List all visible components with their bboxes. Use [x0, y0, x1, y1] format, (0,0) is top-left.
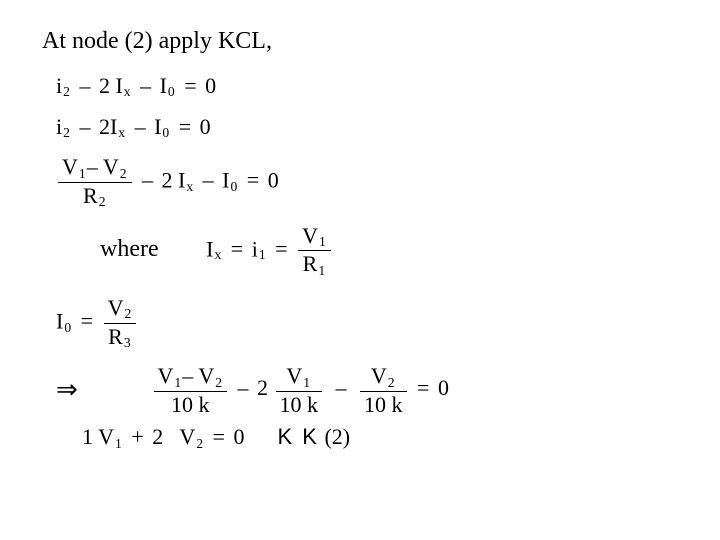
sub-1: 1 — [114, 436, 123, 451]
eq-final: 1 V1 + 2 V2 = 0 K K (2) — [82, 424, 720, 451]
sub-1: 1 — [78, 166, 87, 181]
sub-2: 2 — [119, 166, 128, 181]
sub-0: 0 — [161, 125, 170, 140]
var-V: V — [158, 363, 174, 388]
op-eq: = — [210, 424, 228, 449]
sub-2: 2 — [214, 375, 223, 390]
var-V: V — [371, 363, 387, 388]
eq-line-2: i2 – 2Ix – I0 = 0 — [56, 114, 720, 141]
coef-2: 2 — [257, 375, 268, 400]
sub-2: 2 — [98, 194, 107, 209]
num-0: 0 — [438, 375, 449, 400]
sub-x: x — [117, 125, 126, 140]
coef-2: 2 — [99, 73, 110, 98]
var-V: V — [302, 223, 318, 248]
sub-x: x — [185, 179, 194, 194]
frac-c: V2 10 k — [360, 364, 407, 416]
eq-i0: I0 = V2 R3 — [56, 296, 720, 350]
op-minus: – — [139, 167, 156, 192]
heading: At node (2) apply KCL, — [42, 28, 720, 55]
coef-1: 1 — [82, 424, 93, 449]
implies-icon: ⇒ — [56, 375, 146, 405]
op-minus: – — [132, 114, 149, 139]
op-minus: – — [330, 375, 353, 400]
op-eq: = — [414, 375, 432, 400]
sub-1: 1 — [302, 375, 311, 390]
var-R: R — [108, 324, 123, 349]
op-plus: + — [128, 424, 146, 449]
num-0: 0 — [205, 73, 216, 98]
var-i: i — [252, 236, 258, 261]
var-V: V — [179, 424, 195, 449]
sub-1: 1 — [258, 247, 267, 262]
frac-v1v2-r2: V1– V2 R2 — [58, 155, 132, 209]
var-V: V — [98, 424, 114, 449]
sub-2: 2 — [123, 306, 132, 321]
coef-2: 2 — [99, 114, 110, 139]
eq-line-1: i2 – 2 Ix – I0 = 0 — [56, 73, 720, 100]
sub-2: 2 — [62, 125, 71, 140]
op-eq: = — [78, 308, 96, 333]
slide: At node (2) apply KCL, i2 – 2 Ix – I0 = … — [0, 0, 720, 540]
coef-2: 2 — [152, 424, 163, 449]
frac-v1-r1: V1 R1 — [298, 224, 331, 278]
coef-2: 2 — [162, 167, 173, 192]
op-minus: – — [182, 363, 193, 388]
op-minus: – — [76, 114, 93, 139]
frac-b: V1 10 k — [276, 364, 323, 416]
op-minus: – — [200, 167, 217, 192]
sub-3: 3 — [123, 335, 132, 350]
where-label: where — [100, 236, 159, 262]
eq-where: where Ix = i1 = V1 R1 — [100, 224, 720, 278]
sub-0: 0 — [63, 320, 72, 335]
den-10k: 10 k — [276, 392, 323, 416]
sub-1: 1 — [317, 263, 326, 278]
num-0: 0 — [268, 167, 279, 192]
op-eq: = — [181, 73, 199, 98]
eq-line-3: V1– V2 R2 – 2 Ix – I0 = 0 — [56, 155, 720, 209]
kk-label: K K — [277, 424, 318, 449]
frac-a: V1– V2 10 k — [154, 364, 228, 416]
eq-number: (2) — [324, 424, 350, 449]
var-V: V — [62, 154, 78, 179]
num-0: 0 — [233, 424, 244, 449]
op-eq: = — [244, 167, 262, 192]
sub-2: 2 — [195, 436, 204, 451]
var-V: V — [198, 363, 214, 388]
var-I: I — [115, 73, 122, 98]
var-V: V — [108, 295, 124, 320]
op-minus: – — [235, 375, 252, 400]
den-10k: 10 k — [154, 392, 228, 416]
sub-x: x — [213, 247, 222, 262]
sub-0: 0 — [167, 84, 176, 99]
sub-2: 2 — [62, 84, 71, 99]
sub-1: 1 — [318, 234, 327, 249]
num-0: 0 — [200, 114, 211, 139]
den-10k: 10 k — [360, 392, 407, 416]
op-eq: = — [272, 236, 290, 261]
var-V: V — [286, 363, 302, 388]
sub-0: 0 — [229, 179, 238, 194]
op-minus: – — [87, 154, 98, 179]
var-R: R — [83, 183, 98, 208]
eq-substituted: ⇒ V1– V2 10 k – 2 V1 10 k – V2 10 k = 0 — [56, 364, 720, 416]
op-minus: – — [137, 73, 154, 98]
op-eq: = — [176, 114, 194, 139]
sub-x: x — [123, 84, 132, 99]
frac-v2-r3: V2 R3 — [104, 296, 137, 350]
var-V: V — [103, 154, 119, 179]
op-eq: = — [228, 236, 246, 261]
sub-1: 1 — [173, 375, 182, 390]
op-minus: – — [76, 73, 93, 98]
var-R: R — [303, 251, 318, 276]
var-I: I — [160, 73, 167, 98]
sub-2: 2 — [387, 375, 396, 390]
